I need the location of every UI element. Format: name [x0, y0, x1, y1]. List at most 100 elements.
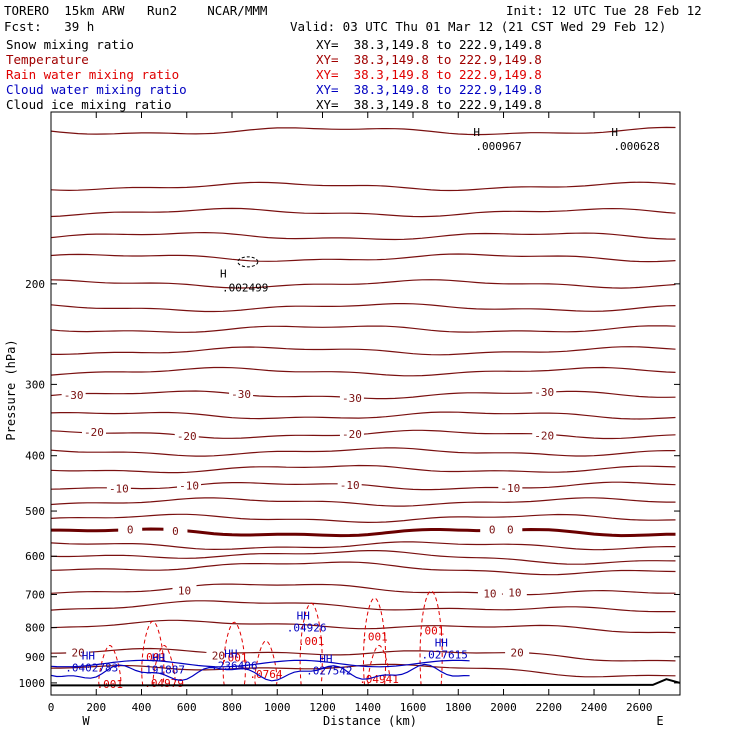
temperature-isotherm — [51, 549, 676, 565]
model-title: TORERO 15km ARW Run2 NCAR/MMM — [4, 3, 268, 18]
isotherm-label-bg — [206, 649, 231, 663]
isotherm-label: 10 — [508, 587, 521, 600]
x-tick-label: 1600 — [400, 701, 427, 714]
snow-max-marker: H — [611, 126, 618, 139]
isotherm-label-bg — [106, 482, 131, 496]
isotherm-label: 0 — [127, 524, 134, 537]
isotherm-label-bg — [502, 586, 527, 600]
y-tick-label: 200 — [25, 278, 45, 291]
field-label-cloud-ice: Cloud ice mixing ratio — [6, 97, 172, 112]
x-tick-label: 2600 — [626, 701, 653, 714]
field-xy-rain: XY= 38.3,149.8 to 222.9,149.8 — [316, 67, 542, 82]
temperature-isotherm — [51, 346, 676, 356]
temperature-isotherm — [51, 541, 676, 551]
snow-max-label: .000628 — [613, 140, 659, 153]
field-xy-temperature: XY= 38.3,149.8 to 222.9,149.8 — [316, 52, 542, 67]
y-tick-label: 300 — [25, 378, 45, 391]
cloud-water-max-label: .0402783 — [65, 662, 118, 675]
rain-max-label: .001 — [361, 631, 388, 644]
isotherm-label: -20 — [534, 429, 554, 442]
isotherm-label: -10 — [340, 479, 360, 492]
temperature-isotherm — [51, 464, 676, 474]
isotherm-label: 10 — [178, 585, 191, 598]
east-endpoint-label: E — [656, 714, 663, 728]
cloud-water-max-label: .236406 — [211, 660, 257, 673]
field-label-temperature: Temperature — [6, 52, 89, 67]
isotherm-label-bg — [337, 479, 362, 493]
cloud-water-max-label: .04926 — [287, 622, 327, 635]
rain-max-label: .04979 — [144, 677, 184, 690]
isotherm-label-bg — [532, 385, 557, 399]
rain-contour — [299, 602, 323, 686]
cloud-water-max-marker: HH — [319, 652, 332, 665]
cloud-water-max-marker: HH — [152, 652, 165, 665]
field-label-snow: Snow mixing ratio — [6, 37, 134, 52]
isotherm-label: -10 — [109, 483, 129, 496]
rain-max-label: .001 — [221, 652, 248, 665]
isotherm-label-bg — [174, 429, 199, 443]
x-tick-label: 1200 — [309, 701, 336, 714]
x-tick-label: 800 — [222, 701, 242, 714]
isotherm-label-bg — [66, 646, 91, 660]
isotherm-label-bg — [163, 524, 188, 538]
valid-time: Valid: 03 UTC Thu 01 Mar 12 (21 CST Wed … — [290, 19, 667, 34]
field-xy-cloud-ice: XY= 38.3,149.8 to 222.9,149.8 — [316, 97, 542, 112]
y-tick-label: 400 — [25, 450, 45, 463]
x-tick-label: 1400 — [355, 701, 382, 714]
rain-contour — [367, 645, 391, 686]
isotherm-label-bg — [339, 391, 364, 405]
temperature-isotherm — [51, 181, 676, 192]
snow-max-marker: H — [220, 267, 227, 280]
temperature-isotherm — [51, 447, 676, 457]
temperature-isotherm — [51, 303, 676, 313]
y-tick-label: 900 — [25, 651, 45, 664]
temperature-isotherm — [51, 663, 676, 678]
temperature-isotherm — [51, 497, 676, 507]
x-tick-label: 2400 — [581, 701, 608, 714]
isotherm-label-bg — [177, 479, 202, 493]
x-tick-label: 1000 — [264, 701, 291, 714]
isotherm-label-bg — [229, 387, 254, 401]
isotherm-label: -20 — [177, 430, 197, 443]
isotherm-label: -10 — [179, 480, 199, 493]
cloud-water-max-label: .027615 — [422, 649, 468, 662]
rain-contour — [98, 645, 122, 686]
field-label-rain: Rain water mixing ratio — [6, 67, 180, 82]
isotherm-label: -30 — [64, 389, 84, 402]
cloud-water-contour — [51, 663, 470, 682]
isotherm-label-bg — [498, 481, 523, 495]
rain-max-label: .0764 — [249, 668, 282, 681]
temperature-isotherm — [51, 561, 676, 576]
rain-max-label: .001 — [298, 635, 325, 648]
rain-max-label: .001 — [418, 625, 445, 638]
x-axis-title: Distance (km) — [323, 714, 417, 728]
isotherm-label: -30 — [534, 386, 554, 399]
isotherm-label-bg — [81, 425, 106, 439]
isotherm-label-bg — [339, 427, 364, 441]
x-tick-label: 200 — [86, 701, 106, 714]
isotherm-label: 20 — [510, 646, 523, 659]
temperature-isotherm — [51, 126, 676, 136]
temperature-isotherm — [51, 325, 676, 333]
x-tick-label: 400 — [132, 701, 152, 714]
field-xy-cloud-water: XY= 38.3,149.8 to 222.9,149.8 — [316, 82, 542, 97]
plot-frame — [50, 111, 681, 696]
y-tick-label: 600 — [25, 550, 45, 563]
isotherm-label-bg — [505, 646, 530, 660]
temperature-isotherm — [51, 583, 676, 596]
snow-max-label: .000967 — [475, 140, 521, 153]
rain-max-label: .04941 — [359, 673, 399, 686]
isotherm-label: 20 — [212, 649, 225, 662]
temperature-isotherm — [51, 253, 676, 263]
terrain-line — [51, 678, 680, 687]
init-time: Init: 12 UTC Tue 28 Feb 12 — [506, 3, 702, 18]
isotherm-label: 10 — [483, 587, 496, 600]
temperature-isotherm — [51, 207, 676, 218]
y-tick-label: 800 — [25, 622, 45, 635]
cloud-water-max-label: .191887 — [139, 664, 185, 677]
temperature-isotherm — [51, 513, 676, 524]
isotherm-label: 0 — [172, 525, 179, 538]
y-tick-label: 500 — [25, 505, 45, 518]
cloud-water-max-marker: HH — [82, 650, 95, 663]
